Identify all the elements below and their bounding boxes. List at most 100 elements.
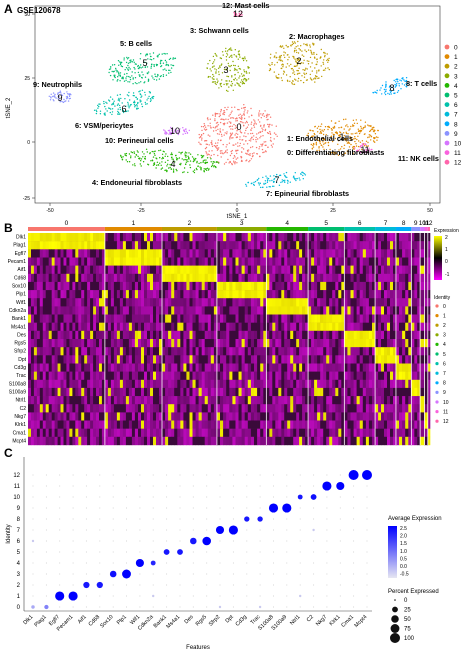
heatmap-cell <box>396 339 400 348</box>
heatmap-cell <box>254 265 258 274</box>
heatmap-cell <box>287 396 291 405</box>
heatmap-cell <box>186 314 190 323</box>
tsne-cell-point <box>368 125 370 127</box>
heatmap-cell <box>189 355 193 364</box>
tsne-cluster-name: 4: Endoneurial fibroblasts <box>92 178 182 187</box>
heatmap-cell <box>290 290 294 299</box>
tsne-cell-point <box>210 142 212 144</box>
tsne-cell-point <box>132 164 134 166</box>
heatmap-cell <box>375 322 379 332</box>
heatmap-cell <box>192 306 196 315</box>
tsne-cell-point <box>52 99 54 101</box>
heatmap-cell <box>93 330 97 340</box>
tsne-cell-point <box>343 152 345 154</box>
tsne-cell-point <box>213 75 215 78</box>
heatmap-cell <box>372 396 376 405</box>
tsne-cell-point <box>275 52 277 54</box>
heatmap-cell <box>344 396 348 405</box>
tsne-cell-point <box>273 175 275 177</box>
heatmap-cell <box>66 404 70 413</box>
tsne-cell-point <box>246 72 248 74</box>
heatmap-cell <box>272 281 276 291</box>
tsne-cell-point <box>238 109 240 111</box>
tsne-cell-point <box>296 65 298 67</box>
heatmap-cell <box>101 387 106 397</box>
heatmap-cell <box>323 241 327 250</box>
heatmap-cell <box>171 322 175 332</box>
heatmap-cell <box>113 371 118 380</box>
tsne-cell-point <box>57 93 59 96</box>
heatmap-cell <box>247 306 252 315</box>
tsne-cell-point <box>205 128 208 131</box>
heatmap-cell <box>93 396 97 405</box>
heatmap-cell <box>399 330 403 340</box>
heatmap-cell <box>72 347 76 356</box>
heatmap-cell <box>323 298 327 307</box>
tsne-cell-point <box>247 133 249 135</box>
tsne-cell-point <box>231 76 233 78</box>
tsne-cell-point <box>221 79 223 81</box>
heatmap-cell <box>162 363 166 372</box>
heatmap-cell <box>116 355 121 364</box>
tsne-cell-point <box>200 134 203 136</box>
heatmap-cell <box>75 290 79 299</box>
tsne-cell-point <box>156 63 159 66</box>
tsne-cell-point <box>133 152 136 154</box>
heatmap-cell <box>260 339 264 348</box>
heatmap-cell <box>320 314 324 323</box>
heatmap-cell <box>144 306 148 315</box>
heatmap-cell <box>229 355 233 364</box>
heatmap-cell <box>260 249 264 258</box>
heatmap-cell <box>177 330 181 340</box>
tsne-cell-point <box>176 131 178 134</box>
tsne-cell-point <box>293 41 296 43</box>
heatmap-cell <box>275 314 279 323</box>
heatmap-cell <box>150 330 154 340</box>
heatmap-cell <box>113 241 118 250</box>
heatmap-cell <box>341 249 345 258</box>
heatmap-cell <box>156 265 160 274</box>
heatmap-cell <box>198 298 202 307</box>
heatmap-cell <box>338 281 342 291</box>
heatmap-cell <box>159 379 163 389</box>
heatmap-cell <box>278 273 282 283</box>
heatmap-cell <box>186 363 190 372</box>
heatmap-cell <box>66 363 70 372</box>
heatmap-cell <box>247 233 252 242</box>
tsne-cell-point <box>357 135 359 137</box>
heatmap-cell <box>183 379 187 389</box>
heatmap-cell <box>210 241 215 250</box>
heatmap-cell <box>368 347 373 356</box>
heatmap-cell <box>28 241 32 250</box>
heatmap-cell <box>260 363 264 372</box>
heatmap-cell <box>314 322 318 332</box>
tsne-cell-point <box>353 145 355 148</box>
heatmap-cell <box>378 290 382 299</box>
heatmap-cell <box>317 314 321 323</box>
heatmap-cell <box>45 371 49 380</box>
heatmap-cell <box>308 249 312 258</box>
heatmap-cell <box>198 404 202 413</box>
heatmap-cell <box>134 379 139 389</box>
heatmap-cell <box>69 330 73 340</box>
heatmap-cell <box>93 322 97 332</box>
tsne-cell-point <box>170 156 173 159</box>
heatmap-cell <box>260 355 264 364</box>
heatmap-cell <box>232 281 236 291</box>
heatmap-cell <box>326 339 330 348</box>
heatmap-cell <box>204 314 209 323</box>
heatmap-cell <box>125 339 130 348</box>
heatmap-cluster-header: 4 <box>285 220 289 227</box>
heatmap-cell <box>368 306 373 315</box>
heatmap-cell <box>150 355 154 364</box>
heatmap-cell <box>128 281 133 291</box>
heatmap-cell <box>341 241 345 250</box>
heatmap-cell <box>250 371 255 380</box>
tsne-cell-point <box>270 144 273 146</box>
heatmap-cell <box>107 396 112 405</box>
tsne-cell-point <box>356 138 358 141</box>
heatmap-cell <box>402 257 406 266</box>
tsne-cell-point <box>95 109 97 111</box>
heatmap-cell <box>128 379 133 389</box>
tsne-cell-point <box>372 140 375 142</box>
